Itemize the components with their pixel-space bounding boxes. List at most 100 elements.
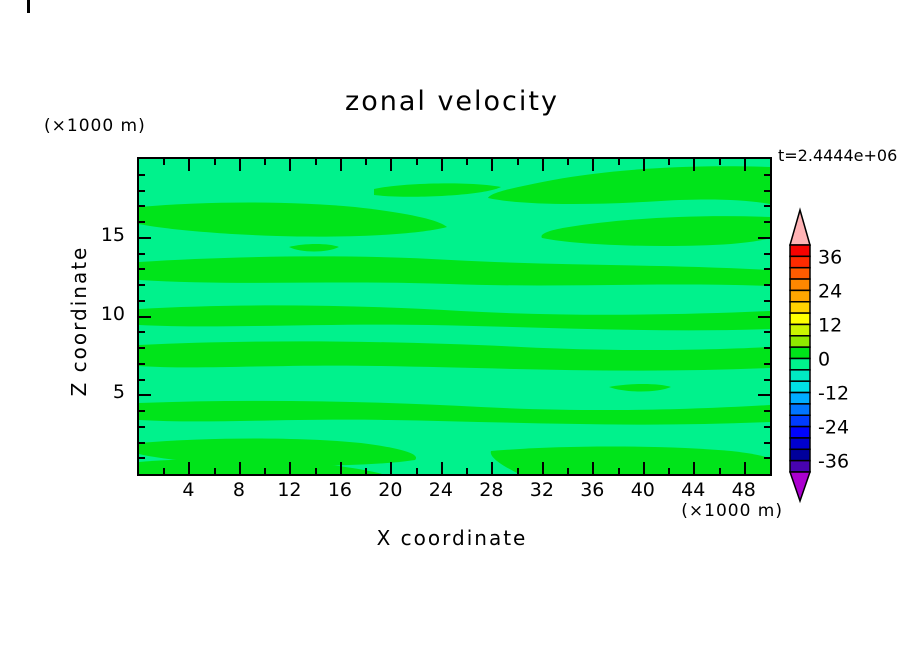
- colorbar-segment: [789, 244, 811, 258]
- y-major-tick: [758, 315, 770, 318]
- x-tick-label: 32: [529, 479, 554, 501]
- y-minor-tick: [764, 189, 770, 192]
- x-tick-label: 48: [731, 479, 756, 501]
- x-major-tick: [339, 462, 342, 474]
- y-tick-label: 5: [112, 381, 125, 404]
- plot-area: [137, 157, 772, 476]
- contour-band: [139, 438, 417, 466]
- x-minor-tick: [415, 159, 418, 165]
- x-tick-label: 24: [428, 479, 453, 501]
- colorbar-segment: [789, 255, 811, 269]
- colorbar-segment: [789, 357, 811, 371]
- y-minor-tick: [764, 410, 770, 412]
- x-major-tick: [743, 159, 746, 171]
- y-minor-tick: [139, 205, 145, 208]
- y-minor-tick: [139, 189, 145, 192]
- x-major-tick: [642, 159, 645, 171]
- colorbar-segment: [789, 425, 811, 439]
- colorbar-segment: [789, 289, 811, 303]
- colorbar-segment: [789, 323, 811, 337]
- y-minor-tick: [764, 347, 770, 349]
- x-major-tick: [541, 462, 544, 474]
- y-minor-tick: [139, 362, 145, 365]
- colorbar-segment: [789, 266, 811, 280]
- y-minor-tick: [139, 441, 145, 444]
- x-minor-tick: [617, 159, 620, 165]
- y-major-tick: [758, 236, 770, 239]
- x-major-tick: [339, 159, 342, 171]
- colorbar-segment: [789, 448, 811, 462]
- colorbar-tick-label: 36: [818, 246, 842, 268]
- y-minor-tick: [764, 457, 770, 460]
- colorbar-segment: [789, 437, 811, 451]
- colorbar-segment: [789, 369, 811, 382]
- contour-band: [139, 400, 770, 425]
- y-minor-tick: [139, 252, 145, 255]
- x-minor-tick: [314, 468, 317, 474]
- x-major-tick: [693, 462, 696, 474]
- x-major-tick: [390, 159, 393, 171]
- x-major-tick: [693, 159, 696, 171]
- x-minor-tick: [567, 159, 570, 165]
- colorbar-tick-label: -12: [818, 383, 849, 405]
- y-minor-tick: [764, 299, 770, 302]
- contour-band: [139, 256, 770, 286]
- y-minor-tick: [139, 173, 145, 176]
- y-axis-unit-label: (×1000 m): [44, 116, 146, 136]
- colorbar-segment: [789, 335, 811, 348]
- x-tick-label: 8: [232, 479, 245, 501]
- y-major-tick: [139, 315, 151, 318]
- y-minor-tick: [139, 299, 145, 302]
- x-axis-unit-label: (×1000 m): [681, 501, 783, 521]
- x-tick-label: 28: [479, 479, 504, 501]
- colorbar-tick-label: -24: [818, 417, 849, 439]
- contour-field: [139, 159, 770, 474]
- contour-band: [490, 446, 770, 474]
- y-minor-tick: [139, 410, 145, 412]
- y-minor-tick: [764, 284, 770, 286]
- y-minor-tick: [139, 331, 145, 334]
- colorbar-tick-label: 0: [818, 349, 830, 371]
- y-minor-tick: [139, 347, 145, 349]
- colorbar-segment: [789, 403, 811, 416]
- x-major-tick: [440, 159, 443, 171]
- y-minor-tick: [139, 457, 145, 460]
- contour-band: [541, 216, 770, 246]
- x-major-tick: [592, 462, 595, 474]
- y-minor-tick: [139, 425, 145, 428]
- colorbar-top-arrow: [789, 207, 811, 246]
- corner-mark: [27, 0, 30, 13]
- y-tick-label: 10: [100, 302, 125, 325]
- x-major-tick: [289, 159, 292, 171]
- colorbar-segment: [789, 346, 811, 360]
- colorbar-tick-label: 24: [818, 280, 842, 302]
- x-minor-tick: [668, 468, 671, 474]
- contour-bands: [139, 166, 770, 474]
- contour-band: [139, 202, 447, 237]
- x-tick-label: 12: [277, 479, 302, 501]
- y-minor-tick: [139, 268, 145, 271]
- colorbar-tick-label: -36: [818, 451, 849, 473]
- x-major-tick: [289, 462, 292, 474]
- y-tick-label: 15: [100, 223, 125, 246]
- x-minor-tick: [163, 468, 166, 474]
- x-minor-tick: [718, 468, 721, 474]
- colorbar-segment: [789, 391, 811, 405]
- y-minor-tick: [139, 221, 145, 223]
- y-major-tick: [139, 236, 151, 239]
- x-tick-label: 40: [630, 479, 655, 501]
- x-major-tick: [390, 462, 393, 474]
- x-axis-title: X coordinate: [376, 526, 528, 550]
- x-minor-tick: [365, 468, 368, 474]
- x-major-tick: [188, 159, 191, 171]
- x-minor-tick: [365, 159, 368, 165]
- x-minor-tick: [264, 468, 267, 474]
- contour-band: [609, 384, 671, 392]
- contour-band: [139, 305, 770, 331]
- y-minor-tick: [764, 252, 770, 255]
- y-minor-tick: [139, 378, 145, 381]
- x-minor-tick: [516, 159, 519, 165]
- x-major-tick: [491, 462, 494, 474]
- colorbar-segment: [789, 459, 811, 473]
- x-tick-label: 16: [327, 479, 352, 501]
